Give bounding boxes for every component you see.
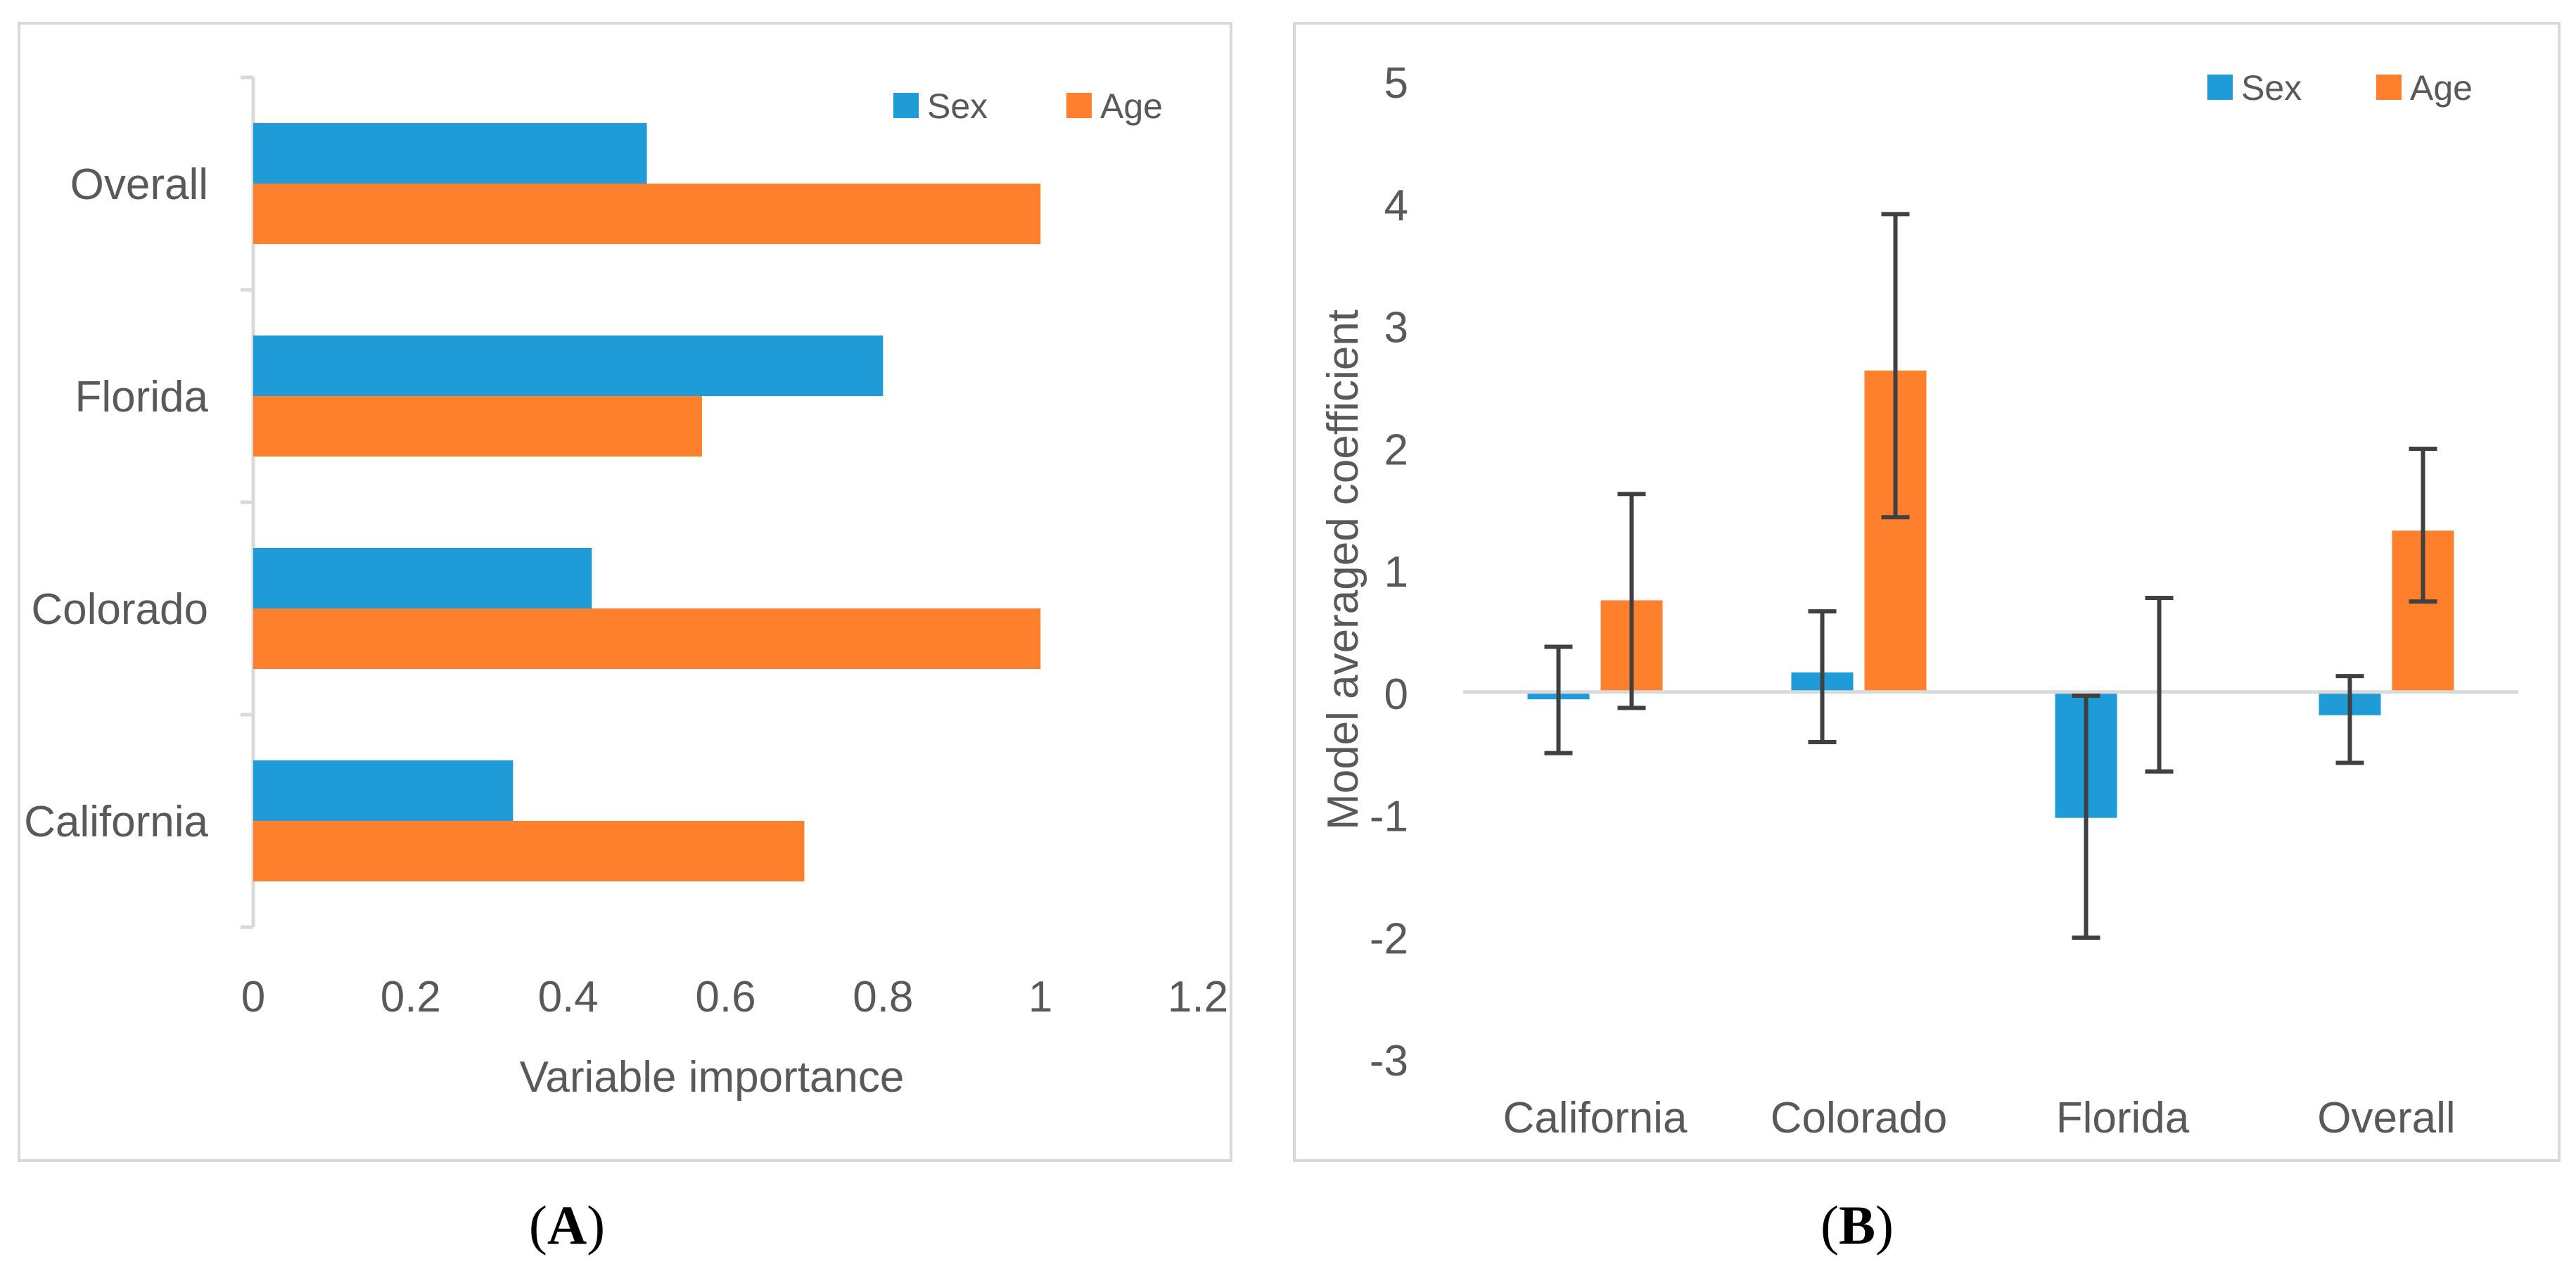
panel-a-x-tick-label: 0.8: [853, 973, 913, 1021]
panel-a-x-tick-label: 0.4: [538, 973, 599, 1021]
panel-a-legend-swatch-age: [1066, 93, 1092, 118]
panel-a-bar-sex-overall: [253, 123, 647, 184]
panel-a-x-axis-title: Variable importance: [520, 1053, 905, 1102]
panel-a-x-tick-label: 1: [1028, 973, 1052, 1021]
panel-b-legend-swatch-sex: [2207, 75, 2233, 100]
panel-b-chart: 5 4 3 2 1 0 -1 -2 -3 California Colorado Florida Ove…: [1293, 22, 2561, 1162]
panel-b-legend-label-age: Age: [2410, 68, 2473, 108]
panel-a-marks: California Colorado Florida Overall 0 0.2 0.4 0…: [24, 75, 1228, 1021]
panel-b-category-label-colorado: Colorado: [1771, 1094, 1948, 1142]
panel-a-legend: Sex Age: [893, 87, 1163, 126]
panel-b-y-tick-label: -1: [1370, 793, 1408, 841]
panel-b-y-tick-label: 2: [1384, 426, 1408, 474]
panel-a-bar-age-florida: [253, 396, 702, 457]
panel-a-category-label-florida: Florida: [75, 373, 208, 421]
panel-b-y-tick-label: 5: [1384, 59, 1408, 108]
panel-b-legend: Sex Age: [2207, 68, 2473, 108]
panel-b-category-label-florida: Florida: [2056, 1094, 2190, 1142]
panel-b-y-tick-label: -3: [1370, 1037, 1408, 1085]
panel-a-legend-swatch-sex: [893, 93, 919, 118]
panel-b-y-tick-label: 1: [1384, 548, 1408, 596]
panel-a-x-tick-label: 0.6: [695, 973, 755, 1021]
panel-a-bar-sex-florida: [253, 336, 884, 396]
panel-a-category-label-colorado: Colorado: [31, 585, 208, 634]
panel-b-category-label-overall: Overall: [2317, 1094, 2455, 1142]
panel-a-category-label-overall: Overall: [70, 160, 208, 209]
panel-a-x-tick-label: 0: [241, 973, 265, 1021]
panel-b-y-tick-label: 4: [1384, 181, 1408, 230]
panel-b-legend-label-sex: Sex: [2241, 68, 2302, 108]
panel-a-x-tick-label: 1.2: [1168, 973, 1228, 1021]
panel-a-category-label-california: California: [24, 798, 208, 846]
panel-a-legend-label-sex: Sex: [927, 87, 988, 126]
panel-a-bar-sex-california: [253, 760, 514, 821]
panel-b-legend-swatch-age: [2376, 75, 2402, 100]
panel-a-legend-label-age: Age: [1100, 87, 1163, 126]
panel-a-chart: California Colorado Florida Overall 0 0.2 0.4 0…: [18, 22, 1232, 1162]
panel-b-frame: [1293, 22, 2561, 1162]
panel-b-category-label-california: California: [1503, 1094, 1688, 1142]
panel-b-y-tick-label: 0: [1384, 670, 1408, 719]
panel-b-y-axis-title: Model averaged coefficient: [1319, 310, 1367, 830]
panel-a-bar-age-california: [253, 821, 805, 881]
panel-a-bar-age-colorado: [253, 608, 1041, 669]
panel-b-marks: 5 4 3 2 1 0 -1 -2 -3 California Colorado Florida Ove…: [1370, 59, 2518, 1142]
panel-a-bar-age-overall: [253, 184, 1041, 244]
panel-a-caption: (A): [529, 1194, 605, 1256]
panel-b-y-tick-label: -2: [1370, 914, 1408, 963]
panel-a-x-tick-label: 0.2: [381, 973, 441, 1021]
panel-a-bar-sex-colorado: [253, 548, 592, 608]
panel-b-y-tick-label: 3: [1384, 304, 1408, 352]
panel-b-caption: (B): [1821, 1194, 1894, 1256]
